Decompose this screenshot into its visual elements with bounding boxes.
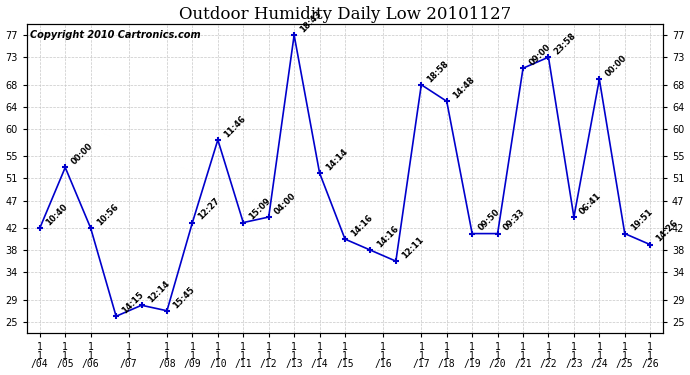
Text: 12:14: 12:14 bbox=[146, 279, 171, 304]
Text: 14:48: 14:48 bbox=[451, 75, 476, 100]
Text: 09:33: 09:33 bbox=[502, 208, 526, 233]
Text: 23:58: 23:58 bbox=[553, 31, 578, 56]
Text: 11:46: 11:46 bbox=[222, 114, 248, 139]
Text: 18:43: 18:43 bbox=[298, 9, 324, 34]
Text: Copyright 2010 Cartronics.com: Copyright 2010 Cartronics.com bbox=[30, 30, 201, 40]
Text: 06:41: 06:41 bbox=[578, 191, 603, 216]
Text: 10:40: 10:40 bbox=[44, 202, 69, 227]
Title: Outdoor Humidity Daily Low 20101127: Outdoor Humidity Daily Low 20101127 bbox=[179, 6, 511, 22]
Text: 00:00: 00:00 bbox=[604, 54, 629, 78]
Text: 14:16: 14:16 bbox=[375, 224, 400, 249]
Text: 14:16: 14:16 bbox=[349, 213, 375, 238]
Text: 10:56: 10:56 bbox=[95, 202, 120, 227]
Text: 09:50: 09:50 bbox=[476, 208, 502, 233]
Text: 15:45: 15:45 bbox=[171, 285, 197, 310]
Text: 14:26: 14:26 bbox=[654, 219, 680, 244]
Text: 12:27: 12:27 bbox=[197, 196, 222, 222]
Text: 15:09: 15:09 bbox=[248, 196, 273, 222]
Text: 19:51: 19:51 bbox=[629, 207, 654, 233]
Text: 00:00: 00:00 bbox=[70, 142, 95, 166]
Text: 04:00: 04:00 bbox=[273, 191, 298, 216]
Text: 14:14: 14:14 bbox=[324, 147, 349, 172]
Text: 12:11: 12:11 bbox=[400, 235, 426, 260]
Text: 18:58: 18:58 bbox=[426, 59, 451, 84]
Text: 14:15: 14:15 bbox=[120, 290, 146, 315]
Text: 09:00: 09:00 bbox=[527, 42, 552, 68]
